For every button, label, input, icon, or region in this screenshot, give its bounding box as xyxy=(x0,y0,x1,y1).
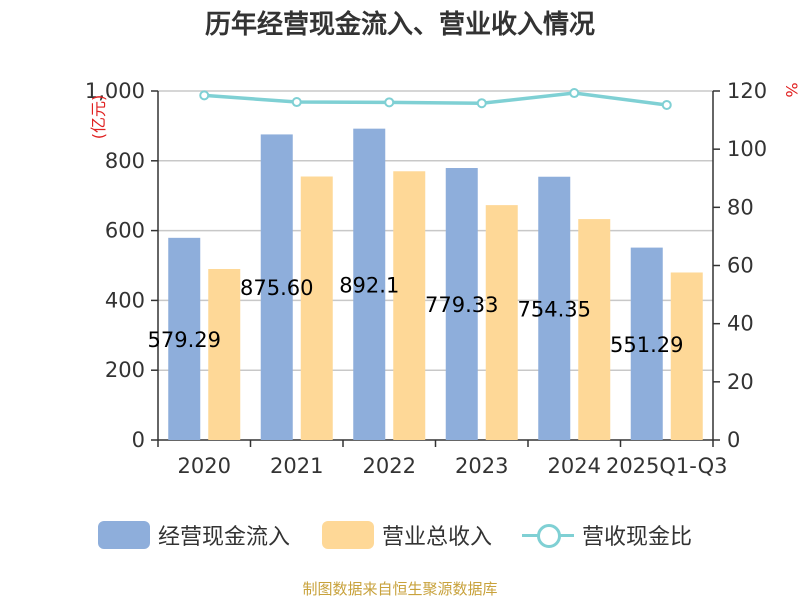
legend-label-ratio: 营收现金比 xyxy=(582,525,693,550)
x-tick-label: 2023 xyxy=(455,454,508,478)
x-tick-label: 2024 xyxy=(548,454,601,478)
legend-item-cash-inflow[interactable]: 经营现金流入 xyxy=(98,518,290,552)
data-label-cash-inflow: 551.29 xyxy=(610,333,683,357)
data-label-cash-inflow: 875.60 xyxy=(240,276,313,300)
bar-revenue xyxy=(393,171,426,440)
data-label-cash-inflow: 579.29 xyxy=(148,328,221,352)
x-tick-label: 2020 xyxy=(178,454,231,478)
bar-cash-inflow xyxy=(353,128,386,440)
legend: 经营现金流入 营业总收入 营收现金比 xyxy=(0,518,800,552)
chart-title: 历年经营现金流入、营业收入情况 xyxy=(204,10,595,40)
data-label-cash-inflow: 754.35 xyxy=(518,297,591,321)
bar-cash-inflow xyxy=(538,176,571,440)
bar-revenue xyxy=(578,219,611,440)
data-label-cash-inflow: 892.1 xyxy=(339,273,399,297)
legend-marker-ratio xyxy=(537,524,561,548)
bar-cash-inflow xyxy=(630,247,663,440)
y-right-tick-label: 80 xyxy=(727,195,754,219)
bar-cash-inflow xyxy=(168,237,201,440)
legend-swatch-cash-inflow xyxy=(98,521,150,549)
bar-cash-inflow xyxy=(260,134,293,441)
bar-cash-inflow xyxy=(445,168,478,440)
y-right-tick-label: 0 xyxy=(727,428,740,452)
y-right-unit: % xyxy=(782,82,800,97)
legend-swatch-ratio xyxy=(522,521,574,549)
point-ratio xyxy=(569,88,580,99)
point-ratio xyxy=(291,97,302,108)
point-ratio xyxy=(661,99,672,110)
y-right-tick-label: 20 xyxy=(727,370,754,394)
y-right-tick-label: 100 xyxy=(727,137,767,161)
source-footer: 制图数据来自恒生聚源数据库 xyxy=(302,580,498,598)
y-left-tick-label: 0 xyxy=(132,428,145,452)
y-right-tick-label: 120 xyxy=(727,79,767,103)
x-tick-label: 2025Q1-Q3 xyxy=(606,454,728,478)
y-right-tick-label: 60 xyxy=(727,254,754,278)
legend-label-revenue: 营业总收入 xyxy=(382,525,493,550)
point-ratio xyxy=(476,98,487,109)
bar-revenue xyxy=(485,205,518,440)
bar-revenue xyxy=(208,268,241,440)
legend-swatch-revenue xyxy=(322,521,374,549)
bar-revenue xyxy=(670,272,703,440)
y-left-tick-label: 800 xyxy=(105,149,145,173)
bar-revenue xyxy=(300,176,333,440)
y-left-tick-label: 400 xyxy=(105,288,145,312)
y-left-tick-label: 200 xyxy=(105,358,145,382)
y-left-tick-label: 1,000 xyxy=(85,79,145,103)
legend-item-ratio[interactable]: 营收现金比 xyxy=(522,518,692,552)
point-ratio xyxy=(199,90,210,101)
data-label-cash-inflow: 779.33 xyxy=(425,293,498,317)
x-tick-label: 2022 xyxy=(363,454,416,478)
y-right-tick-label: 40 xyxy=(727,312,754,336)
x-tick-label: 2021 xyxy=(270,454,323,478)
legend-label-cash-inflow: 经营现金流入 xyxy=(158,525,291,550)
legend-item-revenue[interactable]: 营业总收入 xyxy=(322,518,492,552)
line-ratio xyxy=(204,91,667,107)
y-left-unit: (亿元) xyxy=(89,95,108,140)
point-ratio xyxy=(384,97,395,108)
y-left-tick-label: 600 xyxy=(105,219,145,243)
